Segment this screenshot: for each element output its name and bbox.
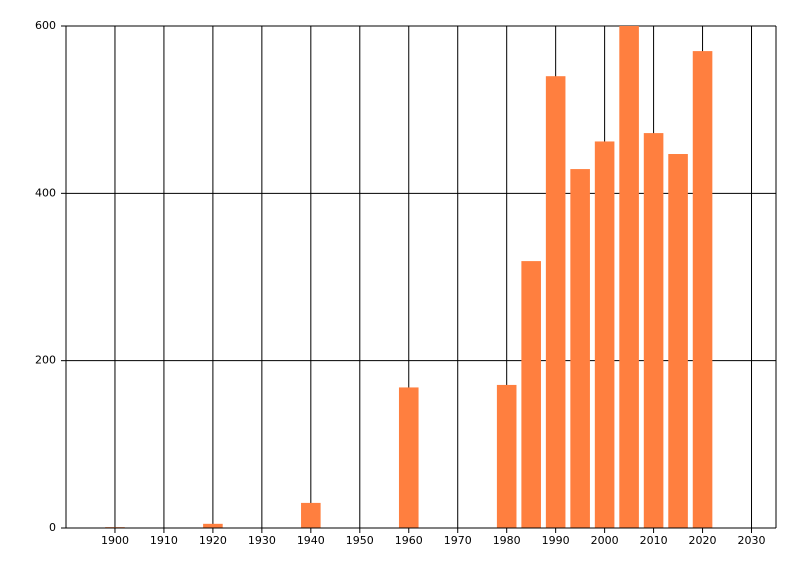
bar bbox=[398, 387, 419, 528]
bar bbox=[643, 133, 664, 529]
x-tick-label: 1900 bbox=[101, 534, 129, 547]
x-tick-label: 1980 bbox=[493, 534, 521, 547]
x-tick-label: 1920 bbox=[199, 534, 227, 547]
x-tick-label: 1950 bbox=[346, 534, 374, 547]
x-tick-label: 1940 bbox=[297, 534, 325, 547]
bar bbox=[521, 261, 541, 528]
bar bbox=[668, 154, 688, 528]
bar bbox=[301, 502, 321, 528]
x-tick-label: 2020 bbox=[689, 534, 717, 547]
x-tick-label: 1930 bbox=[248, 534, 276, 547]
bar bbox=[692, 51, 713, 528]
y-tick-label: 600 bbox=[35, 19, 56, 32]
x-tick-label: 2000 bbox=[591, 534, 619, 547]
bar bbox=[570, 169, 590, 528]
x-tick-label: 1910 bbox=[150, 534, 178, 547]
bar bbox=[594, 141, 615, 528]
y-tick-label: 200 bbox=[35, 354, 56, 367]
x-tick-label: 1960 bbox=[395, 534, 423, 547]
y-tick-label: 0 bbox=[49, 521, 56, 534]
bar bbox=[545, 76, 566, 528]
x-tick-label: 2030 bbox=[738, 534, 766, 547]
bar bbox=[203, 523, 223, 528]
y-tick-label: 400 bbox=[35, 186, 56, 199]
x-tick-label: 2010 bbox=[640, 534, 668, 547]
bar bbox=[619, 26, 639, 528]
bar bbox=[496, 384, 517, 528]
x-tick-label: 1990 bbox=[542, 534, 570, 547]
x-tick-label: 1970 bbox=[444, 534, 472, 547]
